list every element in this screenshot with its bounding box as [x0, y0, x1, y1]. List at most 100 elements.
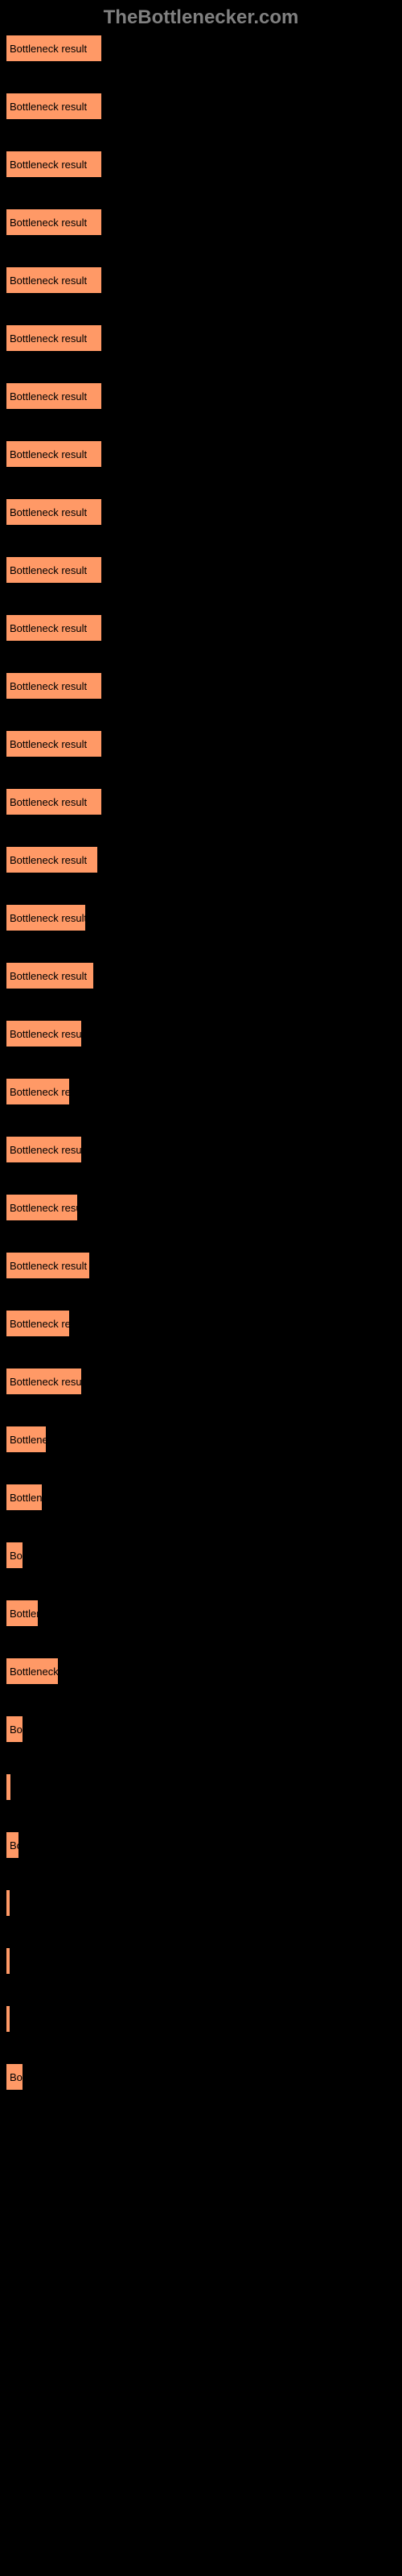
bar-row: Bottleneck result [6, 1484, 396, 1510]
bar-row: Bottleneck result [6, 151, 396, 177]
bar-label: Bottleneck result [10, 854, 87, 866]
bar-label: Bottleneck result [10, 390, 87, 402]
bar: Bottleneck result [6, 1890, 10, 1916]
bar-row: Bottleneck result [6, 963, 396, 989]
bar-label: Bottleneck result [10, 217, 87, 229]
bar: Bottleneck result [6, 1137, 81, 1162]
bar-label: Bottleneck result [10, 912, 85, 924]
site-header: TheBottlenecker.com [0, 0, 402, 35]
bar-label: Bottleneck result [10, 1260, 87, 1272]
bar: Bottleneck result [6, 1600, 38, 1626]
bar: Bottleneck result [6, 1426, 46, 1452]
bar-label: Bottleneck result [10, 1550, 23, 1562]
bar: Bottleneck result [6, 383, 101, 409]
bar-row: Bottleneck result [6, 1832, 396, 1858]
bar: Bottleneck result [6, 209, 101, 235]
bar-row: Bottleneck result [6, 905, 396, 931]
bar-row: Bottleneck result [6, 35, 396, 61]
bar-label: Bottleneck result [10, 506, 87, 518]
bar-label: Bottleneck result [10, 564, 87, 576]
bar-label: Bottleneck result [10, 1028, 81, 1040]
bar-row: Bottleneck result [6, 731, 396, 757]
bar: Bottleneck result [6, 905, 85, 931]
bar: Bottleneck result [6, 2064, 23, 2090]
bar-row: Bottleneck result [6, 847, 396, 873]
bar-chart: Bottleneck result Bottleneck result Bottle… [0, 35, 402, 2090]
bar-label: Bottleneck result [10, 1202, 77, 1214]
bar-row: Bottleneck result [6, 557, 396, 583]
bar-row: Bottleneck result [6, 1774, 396, 1800]
bar: Bottleneck result [6, 557, 101, 583]
bar: Bottleneck result [6, 673, 101, 699]
bar-label: Bottleneck result [10, 1434, 46, 1446]
bar-label: Bottleneck result [10, 1608, 38, 1620]
bar-label: Bottleneck result [10, 680, 87, 692]
bar: Bottleneck result [6, 35, 101, 61]
bar-label: Bottleneck result [10, 448, 87, 460]
bar: Bottleneck result [6, 789, 101, 815]
bar-row: Bottleneck result [6, 1658, 396, 1684]
bar: Bottleneck result [6, 1542, 23, 1568]
bar-row: Bottleneck result [6, 615, 396, 641]
bar: Bottleneck result [6, 1832, 18, 1858]
bar-label: Bottleneck result [10, 1144, 81, 1156]
bar-row: Bottleneck result [6, 1021, 396, 1046]
bar-row: Bottleneck result [6, 1253, 396, 1278]
bar-row: Bottleneck result [6, 1542, 396, 1568]
bar-label: Bottleneck result [10, 622, 87, 634]
bar-row: Bottleneck result [6, 267, 396, 293]
bar-row: Bottleneck result [6, 673, 396, 699]
bar-row: Bottleneck result [6, 2064, 396, 2090]
bar-label: Bottleneck result [10, 1666, 58, 1678]
bar: Bottleneck result [6, 1368, 81, 1394]
bar-row: Bottleneck result [6, 1195, 396, 1220]
bar: Bottleneck result [6, 963, 93, 989]
bar-row [6, 2006, 396, 2032]
bar-row: Bottleneck result [6, 1890, 396, 1916]
bar: Bottleneck result [6, 151, 101, 177]
bar: Bottleneck result [6, 1311, 69, 1336]
bar-row: Bottleneck result [6, 499, 396, 525]
bar-label: Bottleneck result [10, 796, 87, 808]
bar-row: Bottleneck result [6, 1368, 396, 1394]
bar: Bottleneck result [6, 1484, 42, 1510]
bar [6, 1948, 10, 1974]
bar: Bottleneck result [6, 1195, 77, 1220]
bar: Bottleneck result [6, 325, 101, 351]
bar-label: Bottleneck result [10, 970, 87, 982]
bar: Bottleneck result [6, 847, 97, 873]
bar-row: Bottleneck result [6, 1426, 396, 1452]
bar: Bottleneck result [6, 93, 101, 119]
bar: Bottleneck result [6, 1774, 10, 1800]
bar-label: Bottleneck result [10, 738, 87, 750]
bar: Bottleneck result [6, 1253, 89, 1278]
bar-label: Bottleneck result [10, 159, 87, 171]
bar-label: Bottleneck result [10, 43, 87, 55]
bar-label: Bottleneck result [10, 1376, 81, 1388]
bar-row [6, 1948, 396, 1974]
bar: Bottleneck result [6, 1021, 81, 1046]
bar-label: Bottleneck result [10, 1086, 69, 1098]
bar-row: Bottleneck result [6, 93, 396, 119]
bar-label: Bottleneck result [10, 1492, 42, 1504]
bar-label: Bottleneck result [10, 101, 87, 113]
bar: Bottleneck result [6, 499, 101, 525]
bar-label: Bottleneck result [10, 2071, 23, 2083]
bar-row: Bottleneck result [6, 441, 396, 467]
bar: Bottleneck result [6, 615, 101, 641]
bar: Bottleneck result [6, 441, 101, 467]
bar [6, 2006, 10, 2032]
bar: Bottleneck result [6, 731, 101, 757]
bar-row: Bottleneck result [6, 789, 396, 815]
bar-label: Bottleneck result [10, 1724, 23, 1736]
bar-row: Bottleneck result [6, 209, 396, 235]
bar-row: Bottleneck result [6, 1137, 396, 1162]
bar-row: Bottleneck result [6, 383, 396, 409]
bar-label: Bottleneck result [10, 1318, 69, 1330]
bar-row: Bottleneck result [6, 1079, 396, 1104]
bar-row: Bottleneck result [6, 1311, 396, 1336]
bar: Bottleneck result [6, 1658, 58, 1684]
bar-label: Bottleneck result [10, 332, 87, 345]
bar: Bottleneck result [6, 267, 101, 293]
bar-row: Bottleneck result [6, 325, 396, 351]
